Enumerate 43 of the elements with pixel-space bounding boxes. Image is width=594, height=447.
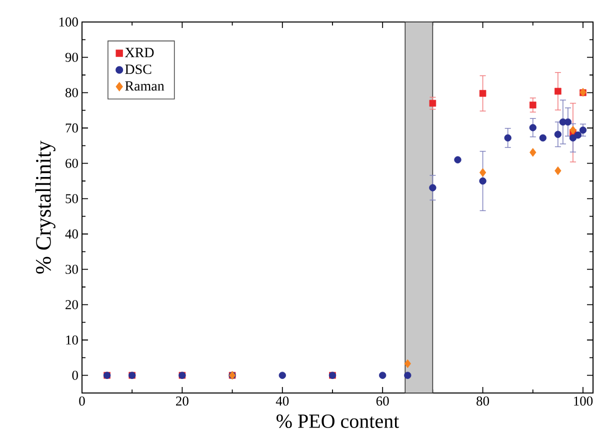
x-axis-title: % PEO content bbox=[276, 414, 400, 428]
point bbox=[429, 100, 436, 107]
point bbox=[404, 359, 411, 368]
x-tick-label: 100 bbox=[574, 396, 593, 406]
point bbox=[278, 372, 286, 379]
y-tick-label: 60 bbox=[66, 158, 78, 168]
point bbox=[554, 166, 562, 176]
y-tick-label: 50 bbox=[66, 194, 78, 204]
x-tick-label: 0 bbox=[79, 396, 85, 406]
y-tick-label: 0 bbox=[72, 370, 78, 380]
legend-label: XRD bbox=[125, 48, 154, 58]
x-tick-label: 20 bbox=[176, 396, 188, 406]
y-tick-label: 100 bbox=[59, 17, 78, 27]
y-tick-label: 80 bbox=[65, 88, 78, 98]
point bbox=[479, 177, 486, 185]
legend-label: Raman bbox=[125, 81, 164, 91]
point bbox=[479, 90, 486, 97]
x-tick-label: 80 bbox=[476, 396, 490, 406]
point bbox=[479, 168, 486, 177]
legend-label: DSC bbox=[125, 64, 152, 74]
point bbox=[379, 372, 386, 379]
point bbox=[554, 130, 562, 138]
point bbox=[579, 126, 587, 134]
point bbox=[454, 156, 462, 164]
point bbox=[529, 124, 536, 132]
y-tick-label: 30 bbox=[66, 264, 78, 274]
point bbox=[554, 88, 562, 95]
point bbox=[570, 126, 576, 134]
y-tick-label: 90 bbox=[65, 52, 78, 62]
y-axis-title: % Crystallinity bbox=[35, 140, 56, 274]
point bbox=[404, 372, 412, 379]
point bbox=[530, 102, 536, 108]
point bbox=[504, 134, 512, 142]
x-tick-label: 40 bbox=[276, 396, 289, 406]
point bbox=[564, 118, 572, 126]
y-tick-label: 10 bbox=[66, 335, 78, 345]
y-tick-label: 20 bbox=[66, 300, 78, 310]
y-tick-label: 70 bbox=[66, 123, 78, 133]
point bbox=[539, 134, 546, 142]
point bbox=[530, 148, 536, 157]
y-tick-label: 40 bbox=[65, 229, 78, 239]
x-tick-label: 60 bbox=[376, 396, 389, 406]
point bbox=[429, 184, 436, 192]
